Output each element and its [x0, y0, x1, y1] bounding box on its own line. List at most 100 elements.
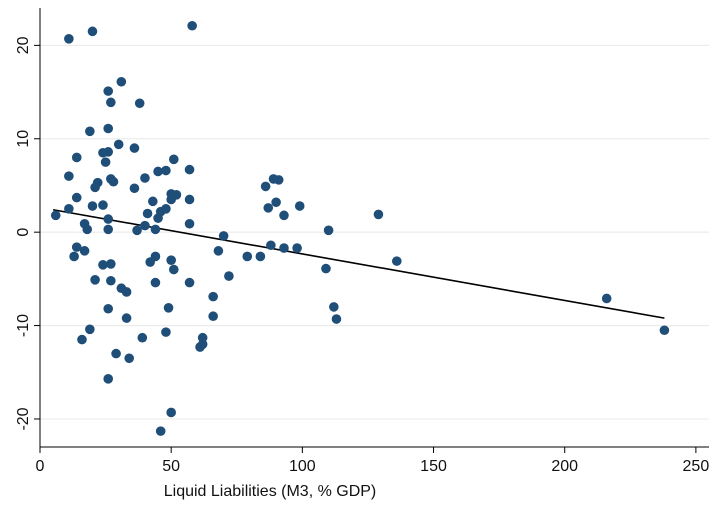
data-point: [218, 231, 229, 241]
data-point: [294, 201, 305, 211]
data-point: [140, 173, 150, 183]
data-point: [279, 243, 289, 253]
data-point: [208, 291, 218, 302]
x-tick-label: 250: [683, 458, 710, 475]
data-point: [150, 224, 161, 235]
data-point: [116, 76, 127, 87]
data-point: [137, 332, 148, 343]
data-point: [601, 293, 612, 304]
data-point: [79, 246, 90, 256]
gridlines: [40, 44, 709, 420]
data-point: [321, 263, 331, 274]
data-point: [150, 277, 161, 288]
data-point: [279, 210, 289, 221]
data-point: [100, 157, 111, 167]
data-point: [242, 251, 253, 262]
data-point: [134, 98, 145, 109]
data-point: [331, 314, 342, 324]
data-point: [103, 224, 114, 235]
data-point: [111, 348, 121, 359]
x-tick-label: 100: [289, 458, 316, 475]
data-point: [121, 287, 132, 297]
data-point: [163, 303, 174, 313]
y-tick-label: -10: [15, 314, 32, 337]
data-point: [161, 327, 171, 337]
data-point: [292, 243, 302, 253]
data-point: [323, 225, 334, 236]
data-point: [85, 126, 95, 137]
data-point: [142, 208, 153, 219]
data-point: [90, 275, 100, 285]
data-point: [271, 197, 281, 208]
data-point: [155, 426, 166, 436]
data-point: [184, 218, 195, 229]
data-point: [103, 214, 114, 224]
data-point: [329, 302, 339, 312]
data-point: [71, 242, 82, 252]
data-point: [373, 209, 384, 220]
data-point: [255, 251, 266, 262]
x-tick-label: 200: [551, 458, 578, 475]
x-tick-label: 150: [420, 458, 447, 475]
data-point: [71, 152, 82, 163]
data-point: [129, 183, 140, 194]
data-point: [106, 259, 116, 269]
data-point: [153, 213, 163, 223]
data-point: [184, 277, 195, 288]
data-point: [166, 407, 176, 418]
axes: 0 50 100 150 200 250 -20 -10 0 10 20: [15, 8, 709, 475]
data-point: [140, 220, 150, 231]
data-point: [98, 200, 108, 210]
data-point: [77, 334, 87, 345]
data-point: [129, 143, 140, 153]
data-point: [103, 86, 114, 96]
data-point: [124, 353, 134, 364]
data-point: [50, 210, 61, 221]
data-point: [213, 246, 224, 256]
data-point: [85, 324, 95, 335]
data-point: [106, 275, 116, 286]
data-point: [103, 303, 114, 314]
data-point: [166, 255, 176, 265]
data-point: [103, 147, 114, 157]
data-point: [87, 201, 98, 211]
data-point: [184, 194, 195, 205]
data-point: [132, 225, 142, 236]
data-point: [82, 224, 93, 235]
data-point: [98, 260, 108, 270]
data-point: [224, 271, 234, 281]
data-point: [150, 251, 161, 262]
data-point: [64, 34, 74, 44]
data-point: [103, 123, 114, 134]
data-point: [148, 196, 158, 207]
y-tick-label: 10: [15, 130, 32, 148]
y-tick-label: -20: [15, 407, 32, 430]
data-point: [103, 374, 114, 384]
data-point: [166, 194, 176, 205]
data-point: [392, 256, 402, 266]
x-axis-title: Liquid Liabilities (M3, % GDP): [164, 483, 377, 500]
data-point: [187, 20, 197, 31]
y-tick-label: 0: [15, 228, 32, 237]
data-point: [87, 26, 98, 37]
data-point: [121, 313, 132, 323]
data-point: [108, 176, 119, 187]
data-point: [71, 192, 82, 203]
data-point: [64, 204, 74, 214]
data-point: [659, 325, 670, 336]
data-point: [106, 97, 116, 108]
data-point: [64, 171, 74, 181]
data-points: [50, 20, 670, 436]
data-point: [208, 311, 218, 322]
data-point: [273, 175, 284, 185]
y-tick-label: 20: [15, 36, 32, 54]
data-point: [197, 339, 208, 350]
data-point: [69, 251, 79, 262]
data-point: [90, 182, 100, 193]
data-point: [260, 181, 271, 192]
data-point: [113, 139, 124, 150]
data-point: [263, 203, 274, 213]
data-point: [169, 154, 179, 165]
